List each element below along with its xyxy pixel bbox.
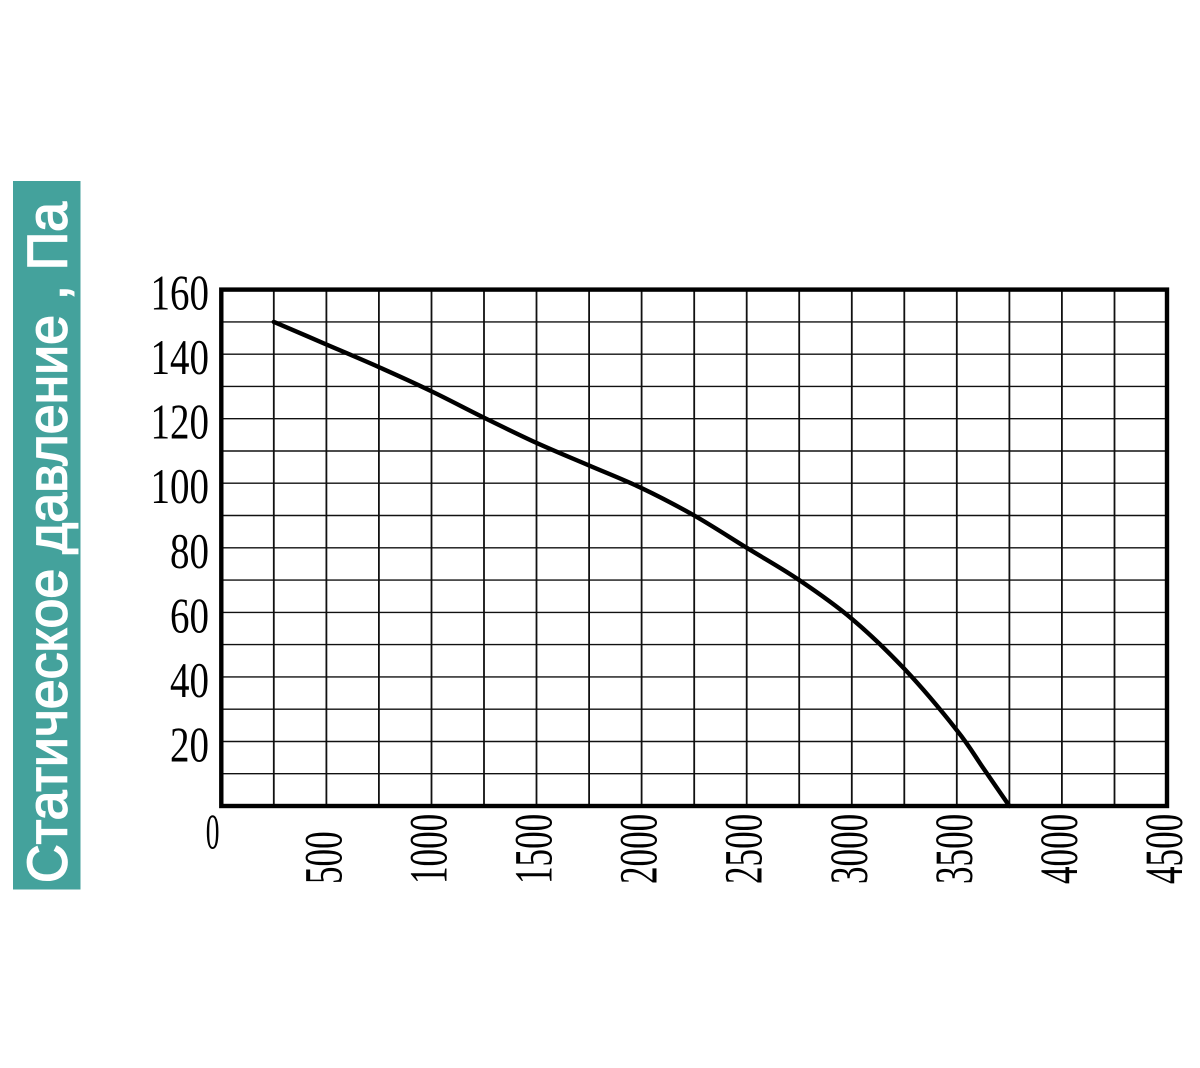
svg-text:Статическое давление , Па: Статическое давление , Па (16, 201, 79, 883)
svg-text:2500: 2500 (714, 814, 774, 884)
svg-text:3000: 3000 (819, 814, 879, 884)
svg-text:80: 80 (170, 523, 209, 579)
svg-text:4500: 4500 (1134, 814, 1194, 884)
svg-text:120: 120 (151, 394, 210, 450)
svg-text:3500: 3500 (924, 814, 984, 884)
svg-text:40: 40 (170, 652, 209, 708)
svg-text:60: 60 (170, 587, 209, 643)
svg-text:0: 0 (206, 804, 220, 860)
svg-text:160: 160 (151, 265, 210, 321)
svg-text:4000: 4000 (1029, 814, 1089, 884)
svg-text:1500: 1500 (504, 814, 564, 884)
svg-text:500: 500 (293, 831, 353, 884)
svg-text:100: 100 (151, 458, 210, 514)
svg-text:2000: 2000 (609, 814, 669, 884)
svg-text:20: 20 (170, 717, 209, 773)
svg-text:1000: 1000 (399, 814, 459, 884)
svg-text:140: 140 (151, 329, 210, 385)
